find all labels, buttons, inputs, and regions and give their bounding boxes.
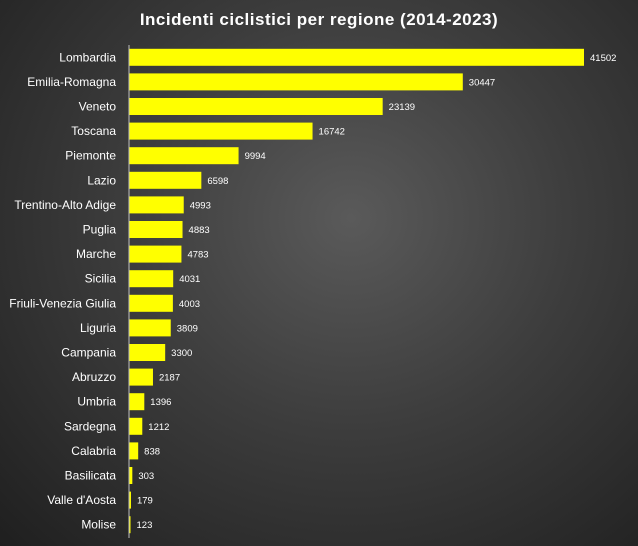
category-label: Puglia <box>83 223 117 237</box>
category-label: Toscana <box>71 124 116 138</box>
bar <box>129 171 202 189</box>
category-label: Abruzzo <box>72 370 116 384</box>
data-label: 4993 <box>190 200 211 211</box>
category-label: Basilicata <box>65 469 117 483</box>
bar <box>129 270 174 288</box>
category-label: Sicilia <box>85 272 117 286</box>
bar <box>129 73 463 91</box>
data-label: 123 <box>137 520 153 531</box>
bar <box>129 393 145 411</box>
bar <box>129 368 153 386</box>
bar <box>129 467 133 484</box>
bar <box>129 147 239 165</box>
data-label: 1396 <box>150 397 171 408</box>
data-label: 41502 <box>590 53 616 64</box>
data-label: 6598 <box>207 176 228 187</box>
data-label: 838 <box>144 446 160 457</box>
data-label: 23139 <box>389 102 415 113</box>
data-label: 179 <box>137 496 153 507</box>
bar <box>129 122 313 140</box>
bar <box>129 344 166 361</box>
chart-title: Incidenti ciclistici per regione (2014-2… <box>140 10 498 29</box>
data-label: 4003 <box>179 299 200 310</box>
category-label: Calabria <box>71 444 116 458</box>
category-label: Umbria <box>77 395 116 409</box>
category-label: Lombardia <box>59 50 116 64</box>
data-label: 1212 <box>148 422 169 433</box>
category-label: Emilia-Romagna <box>27 75 116 89</box>
category-label: Campania <box>61 346 116 360</box>
bar <box>129 48 584 66</box>
data-label: 4031 <box>179 274 200 285</box>
category-label: Molise <box>81 518 116 532</box>
bar <box>129 294 173 312</box>
category-label: Friuli-Venezia Giulia <box>9 296 116 310</box>
category-label: Marche <box>76 247 116 261</box>
data-label: 16742 <box>319 127 345 138</box>
bar <box>129 319 171 337</box>
category-label: Trentino-Alto Adige <box>14 198 116 212</box>
bar <box>129 491 131 509</box>
bar <box>129 417 143 435</box>
category-label: Liguria <box>80 321 116 335</box>
category-label: Piemonte <box>65 149 116 163</box>
data-label: 30447 <box>469 77 495 88</box>
bar <box>129 442 139 460</box>
data-label: 4883 <box>189 225 210 236</box>
data-label: 3809 <box>177 323 198 334</box>
bar <box>129 98 383 115</box>
data-label: 3300 <box>171 348 192 359</box>
bars-group: Lombardia 41502 Emilia-Romagna 30447 Veneto 2… <box>9 48 616 534</box>
category-label: Veneto <box>79 100 117 114</box>
bar <box>129 196 184 214</box>
data-label: 303 <box>138 471 154 482</box>
bar <box>129 221 183 238</box>
category-label: Lazio <box>87 173 116 187</box>
category-label: Valle d'Aosta <box>47 493 116 507</box>
data-label: 9994 <box>245 151 266 162</box>
data-label: 2187 <box>159 373 180 384</box>
category-label: Sardegna <box>64 419 116 433</box>
bar <box>129 516 131 534</box>
bar <box>129 245 182 263</box>
data-label: 4783 <box>187 250 208 261</box>
